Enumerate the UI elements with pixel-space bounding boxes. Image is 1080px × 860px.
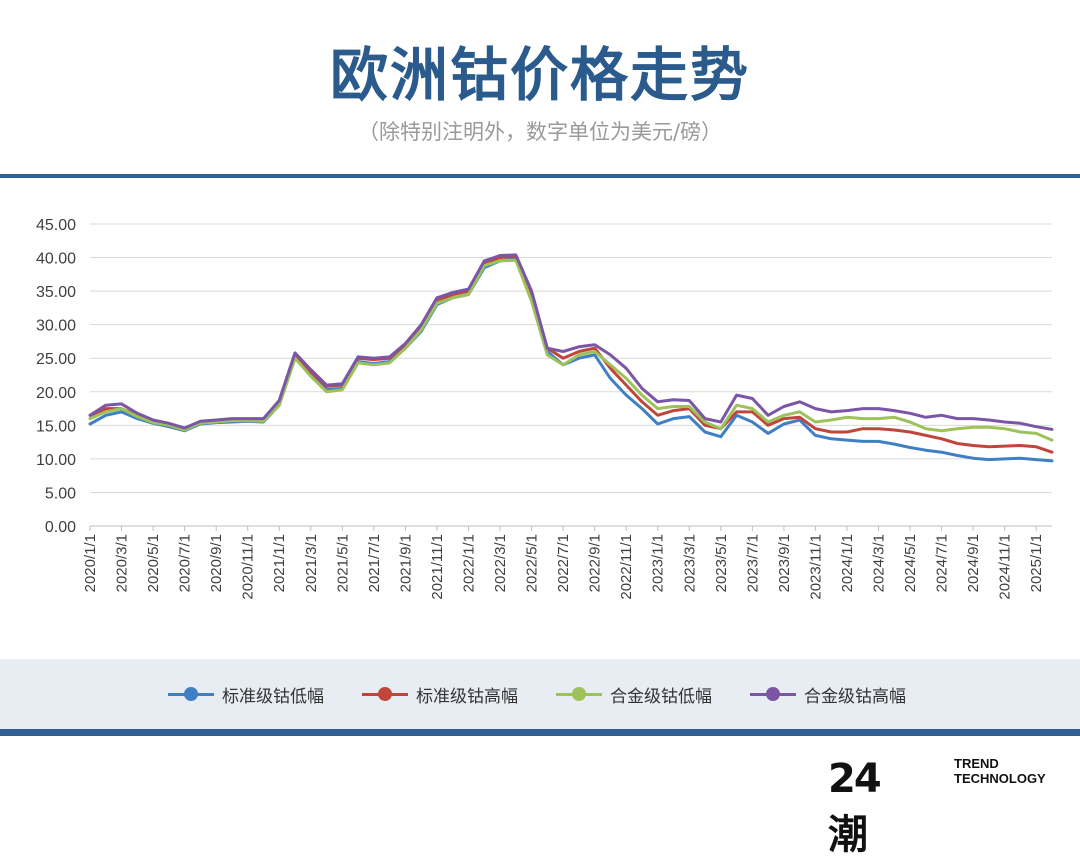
legend-label: 标准级钴高幅 — [416, 686, 518, 707]
x-tick-label: 2022/3/1 — [492, 534, 509, 592]
x-tick-label: 2023/9/1 — [776, 534, 793, 592]
y-tick-label: 35.00 — [36, 284, 76, 301]
page-title: 欧洲钴价格走势 — [329, 41, 750, 109]
x-tick-label: 2022/5/1 — [524, 534, 541, 592]
series-line-3 — [88, 258, 1054, 442]
legend-label: 合金级钴高幅 — [804, 686, 906, 707]
x-tick-label: 2021/7/1 — [366, 534, 383, 592]
y-tick-label: 15.00 — [36, 418, 76, 435]
legend-label: 标准级钴低幅 — [222, 686, 324, 707]
x-tick-label: 2024/3/1 — [871, 534, 888, 592]
x-tick-label: 2022/7/1 — [555, 534, 572, 592]
legend-swatch-standard-low — [168, 687, 214, 701]
y-tick-label: 30.00 — [36, 318, 76, 335]
top-divider — [0, 174, 1080, 178]
legend: 标准级钴低幅 标准级钴高幅 合金级钴低幅 合金级钴高幅 — [0, 659, 1080, 729]
x-tick-label: 2023/5/1 — [713, 534, 730, 592]
x-tick-label: 2021/11/1 — [429, 534, 446, 600]
series-line-4 — [88, 253, 1054, 431]
legend-label: 合金级钴低幅 — [610, 686, 712, 707]
y-tick-label: 25.00 — [36, 351, 76, 368]
y-tick-label: 10.00 — [36, 452, 76, 469]
legend-swatch-alloy-high — [750, 687, 796, 701]
x-tick-label: 2023/3/1 — [681, 534, 698, 592]
x-tick-label: 2021/1/1 — [271, 534, 288, 592]
x-tick-label: 2020/11/1 — [240, 534, 257, 600]
x-tick-label: 2025/1/1 — [1028, 534, 1045, 592]
x-tick-label: 2022/1/1 — [460, 534, 477, 592]
x-tick-label: 2024/11/1 — [997, 534, 1014, 600]
logo-text-line1: TREND — [954, 756, 999, 771]
x-tick-label: 2022/11/1 — [618, 534, 635, 600]
x-tick-label: 2024/7/1 — [934, 534, 951, 592]
x-tick-label: 2021/5/1 — [334, 534, 351, 592]
x-tick-label: 2021/9/1 — [397, 534, 414, 592]
x-tick-label: 2023/1/1 — [650, 534, 667, 592]
x-tick-label: 2024/1/1 — [839, 534, 856, 592]
x-tick-label: 2020/9/1 — [208, 534, 225, 592]
x-tick-label: 2024/5/1 — [902, 534, 919, 592]
logo-text-line2: TECHNOLOGY — [954, 771, 1046, 786]
legend-swatch-alloy-low — [556, 687, 602, 701]
x-tick-label: 2023/11/1 — [807, 534, 824, 600]
x-tick-label: 2024/9/1 — [965, 534, 982, 592]
x-tick-label: 2023/7/1 — [744, 534, 761, 592]
y-tick-label: 20.00 — [36, 385, 76, 402]
legend-item-standard-high[interactable]: 标准级钴高幅 — [362, 659, 518, 729]
bottom-divider — [0, 729, 1080, 736]
x-tick-label: 2022/9/1 — [587, 534, 604, 592]
x-tick-label: 2021/3/1 — [303, 534, 320, 592]
page-subtitle: （除特别注明外，数字单位为美元/磅） — [357, 120, 723, 144]
legend-item-standard-low[interactable]: 标准级钴低幅 — [168, 659, 324, 729]
x-tick-label: 2020/5/1 — [145, 534, 162, 592]
logo-text: TREND TECHNOLOGY — [954, 756, 1046, 786]
y-tick-label: 5.00 — [45, 485, 76, 502]
y-tick-label: 0.00 — [45, 519, 76, 536]
logo-mark: 24潮 — [828, 756, 882, 858]
x-tick-label: 2020/1/1 — [82, 534, 99, 592]
legend-swatch-standard-high — [362, 687, 408, 701]
x-tick-label: 2020/3/1 — [114, 534, 131, 592]
price-line-chart: 0.00 5.00 10.00 15.00 20.00 25.00 30.00 35.00 40… — [36, 217, 1054, 600]
legend-item-alloy-high[interactable]: 合金级钴高幅 — [750, 659, 906, 729]
x-tick-label: 2020/7/1 — [177, 534, 194, 592]
y-tick-label: 40.00 — [36, 251, 76, 268]
y-tick-label: 45.00 — [36, 217, 76, 234]
legend-item-alloy-low[interactable]: 合金级钴低幅 — [556, 659, 712, 729]
